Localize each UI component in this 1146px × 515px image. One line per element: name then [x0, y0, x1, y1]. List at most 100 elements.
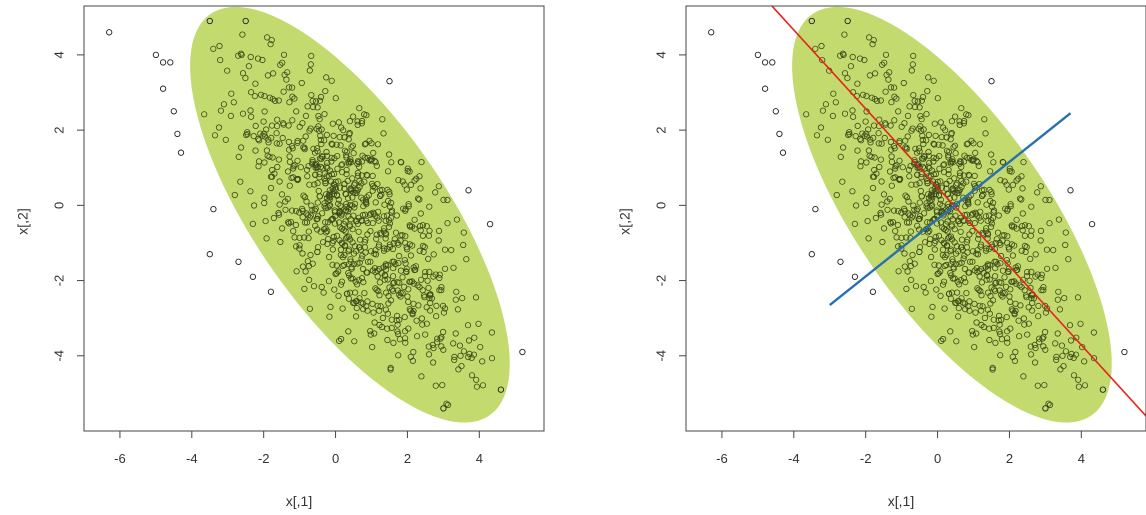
data-point — [346, 118, 353, 125]
data-point — [808, 251, 815, 258]
data-point — [933, 155, 940, 162]
data-point — [832, 99, 839, 106]
data-point — [954, 180, 961, 187]
data-point — [1014, 263, 1022, 270]
data-point — [984, 217, 991, 224]
data-point — [945, 152, 952, 159]
data-point — [380, 130, 387, 137]
data-point — [1003, 328, 1011, 335]
data-point — [167, 59, 174, 66]
data-point — [261, 108, 268, 115]
data-point — [436, 274, 443, 282]
data-point — [948, 129, 955, 137]
data-point — [385, 300, 392, 307]
data-point — [1081, 358, 1088, 365]
data-point — [330, 132, 337, 139]
data-point — [854, 122, 861, 130]
data-point — [235, 153, 242, 160]
data-point — [1062, 241, 1069, 249]
data-point — [1029, 292, 1036, 299]
data-point — [388, 159, 395, 166]
data-point — [957, 214, 965, 221]
data-point — [1006, 293, 1013, 300]
data-point — [401, 181, 408, 188]
data-point — [327, 194, 334, 201]
data-point — [373, 162, 380, 169]
data-point — [854, 147, 861, 154]
data-point — [938, 237, 945, 244]
data-point — [928, 202, 936, 209]
data-point — [353, 187, 360, 194]
data-point — [990, 159, 997, 166]
data-point — [871, 166, 878, 174]
data-point — [888, 153, 895, 160]
data-point — [460, 241, 467, 249]
data-point — [893, 162, 900, 169]
data-point — [440, 346, 447, 353]
data-point — [926, 227, 933, 235]
data-point — [269, 70, 277, 77]
data-point — [986, 336, 993, 344]
data-point — [914, 98, 922, 105]
data-point — [893, 95, 900, 102]
data-point — [1067, 337, 1075, 344]
data-point — [1020, 159, 1027, 166]
data-point — [812, 205, 819, 213]
scatter-panel-left: -6 -4 -2 0 2 4 -4 -2 0 2 4 x[,1] x[,2] — [15, 5, 545, 509]
data-point — [997, 177, 1004, 184]
data-point — [261, 199, 268, 207]
data-point — [995, 312, 1003, 319]
data-point — [335, 292, 342, 299]
data-point — [326, 187, 333, 194]
data-point — [951, 239, 958, 246]
data-point — [275, 97, 282, 104]
data-point — [910, 52, 917, 60]
data-point — [932, 187, 939, 195]
data-point — [424, 277, 431, 284]
data-point — [944, 228, 951, 235]
data-point — [324, 219, 331, 226]
data-point — [961, 265, 969, 273]
data-point — [374, 302, 381, 309]
data-point — [1052, 264, 1059, 271]
data-point — [413, 317, 420, 324]
data-point — [327, 217, 335, 224]
data-point — [387, 366, 394, 373]
data-point — [363, 217, 370, 224]
data-point — [863, 133, 871, 140]
data-point — [857, 163, 864, 170]
data-point — [423, 223, 430, 230]
confidence-ellipse — [792, 6, 1112, 423]
data-point — [401, 335, 409, 342]
data-point — [1008, 278, 1015, 285]
data-point — [361, 289, 368, 297]
data-point — [285, 138, 292, 146]
data-point — [1007, 286, 1014, 293]
data-point — [237, 50, 245, 57]
data-point — [1074, 294, 1082, 301]
data-point — [321, 111, 328, 118]
data-point — [309, 157, 316, 164]
data-point — [983, 276, 990, 283]
data-point — [1001, 290, 1008, 297]
data-point — [927, 172, 934, 179]
data-point — [342, 191, 350, 198]
data-point — [373, 286, 380, 293]
data-point — [859, 130, 866, 137]
data-point — [1021, 242, 1029, 249]
data-point — [465, 187, 472, 194]
data-point — [439, 302, 447, 309]
data-point — [909, 61, 916, 68]
data-point — [416, 196, 423, 203]
data-point — [901, 250, 908, 257]
data-point — [426, 307, 434, 314]
data-point — [339, 262, 346, 270]
data-point — [974, 247, 981, 254]
data-point — [348, 144, 355, 151]
data-point — [869, 184, 877, 192]
data-point — [316, 193, 323, 200]
data-point — [935, 191, 943, 198]
data-point — [437, 335, 444, 342]
data-point — [350, 150, 357, 157]
